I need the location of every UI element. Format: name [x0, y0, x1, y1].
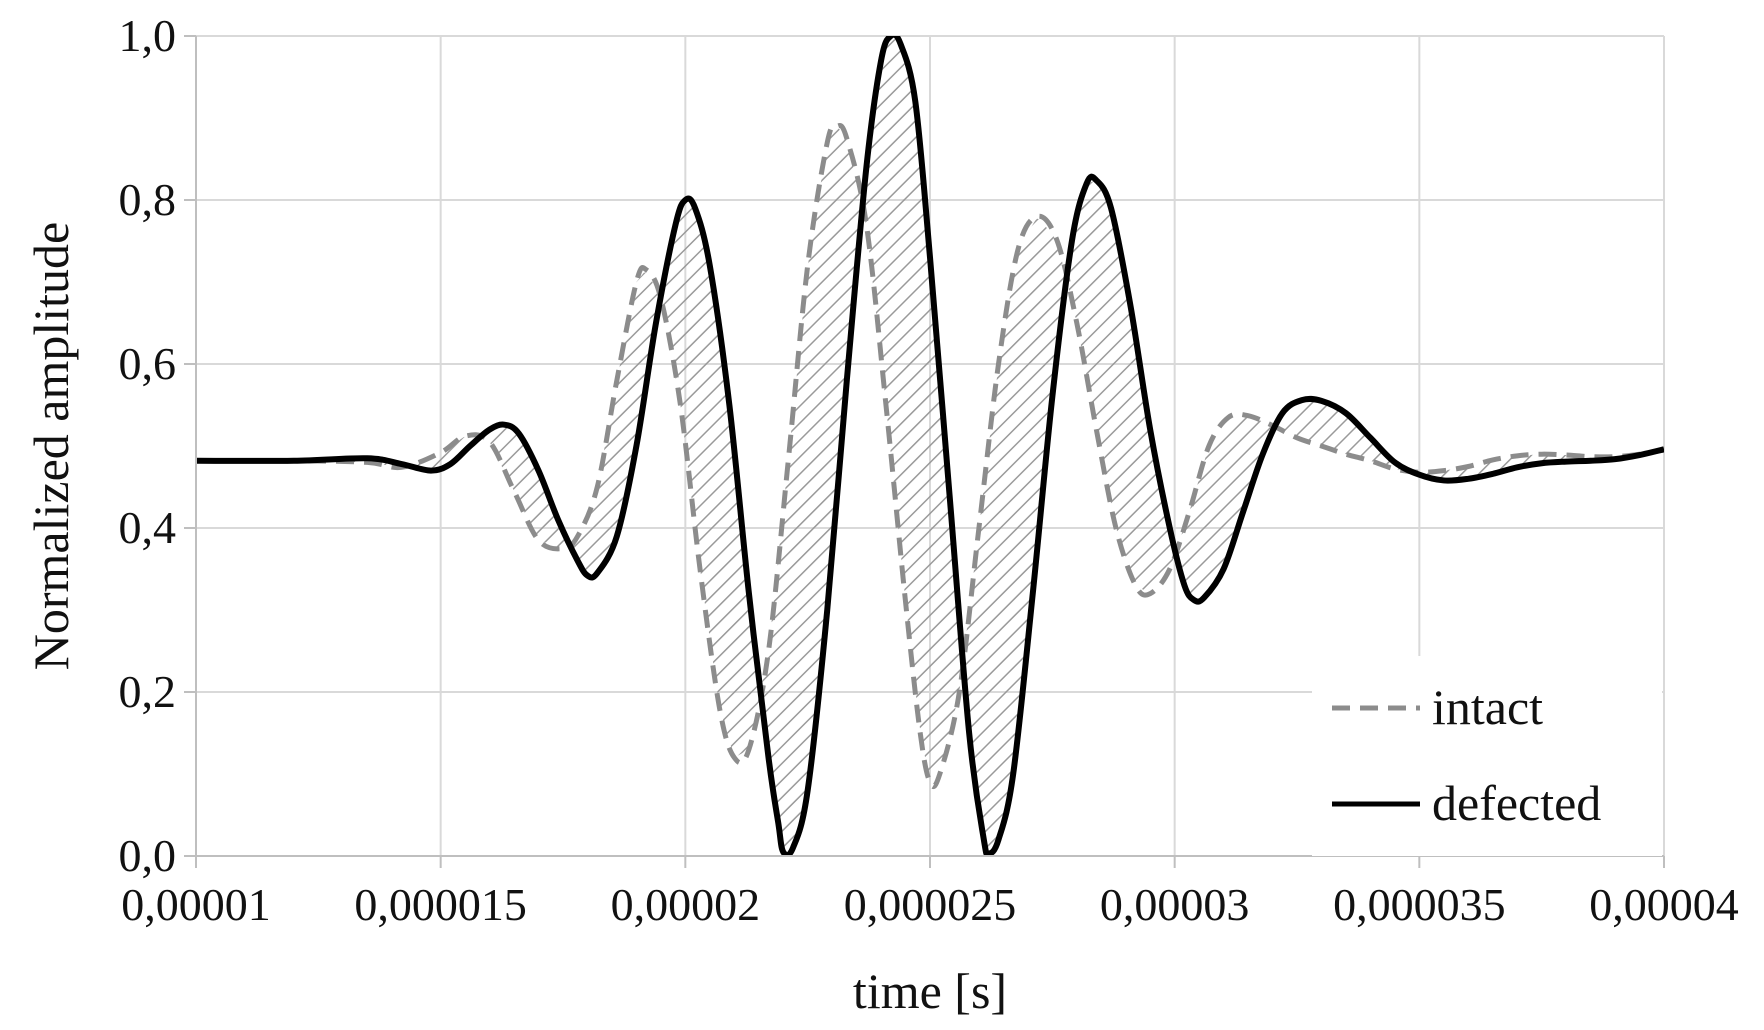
x-tick-label-1: 0,000015: [354, 879, 527, 930]
y-tick-label-0: 0,0: [119, 830, 177, 881]
series-lines: [196, 36, 1664, 856]
x-tick-label-6: 0,00004: [1589, 879, 1739, 930]
x-axis-title: time [s]: [853, 963, 1007, 1019]
legend-label-defected: defected: [1432, 775, 1601, 831]
x-tick-label-2: 0,00002: [611, 879, 761, 930]
legend: intact defected: [1312, 656, 1662, 856]
x-tick-label-4: 0,00003: [1100, 879, 1250, 930]
series-line-intact: [196, 122, 1664, 790]
x-tick-label-5: 0,000035: [1333, 879, 1506, 930]
grid-lines: [195, 35, 1665, 857]
legend-background: [1312, 656, 1662, 856]
y-axis-title: Normalized amplitude: [23, 222, 79, 670]
y-tick-label-5: 1,0: [119, 10, 177, 61]
y-tick-label-4: 0,8: [119, 174, 177, 225]
x-tick-label-3: 0,000025: [844, 879, 1017, 930]
difference-hatch-area: [196, 38, 1664, 854]
hatch-fill-between: [196, 38, 1664, 854]
y-tick-label-3: 0,6: [119, 338, 177, 389]
x-tick-label-0: 0,00001: [121, 879, 271, 930]
x-tick-labels: 0,00001 0,000015 0,00002 0,000025 0,00003 0,0…: [121, 879, 1739, 930]
legend-label-intact: intact: [1432, 679, 1543, 735]
series-line-defected: [196, 36, 1664, 856]
y-tick-label-1: 0,2: [119, 666, 177, 717]
y-tick-labels: 0,0 0,2 0,4 0,6 0,8 1,0: [119, 10, 177, 881]
y-tick-label-2: 0,4: [119, 502, 177, 553]
